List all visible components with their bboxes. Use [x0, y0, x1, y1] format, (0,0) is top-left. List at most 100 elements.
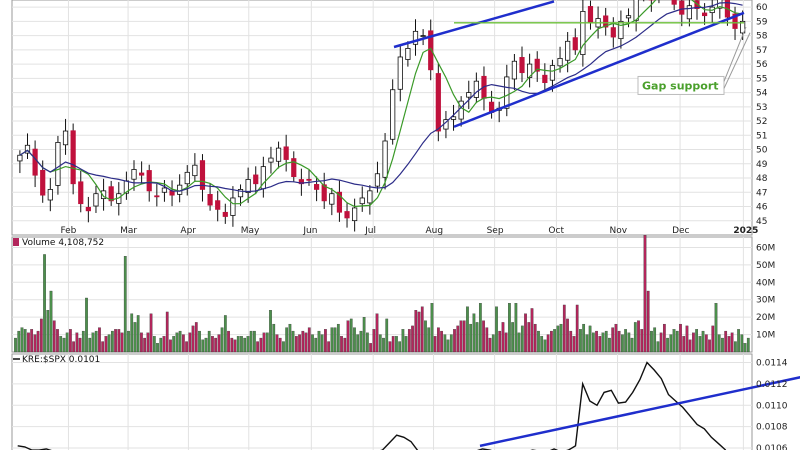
volume-bar [146, 332, 150, 353]
volume-bar [734, 341, 737, 353]
volume-bar [169, 339, 172, 353]
volume-bar [159, 337, 163, 353]
volume-bar [404, 336, 408, 353]
volume-bar [556, 325, 560, 353]
volume-bar [420, 306, 424, 353]
candle [450, 104, 457, 131]
volume-bar [182, 334, 185, 353]
volume-bar [688, 339, 692, 353]
volume-bar [249, 330, 253, 353]
candle-body-down [572, 37, 578, 51]
volume-bar [120, 332, 124, 353]
price-tick-label: 60 [756, 3, 768, 13]
candle-body-down [313, 184, 320, 190]
volume-bar [110, 330, 114, 353]
volume-bar [291, 330, 295, 353]
volume-bar [459, 320, 463, 353]
volume-bar [456, 325, 460, 353]
volume-bar [650, 330, 653, 353]
volume-bar [382, 337, 385, 353]
volume-bar [398, 341, 402, 353]
volume-bar [524, 313, 527, 353]
volume-bar [388, 341, 392, 353]
candle-body-down [199, 160, 206, 190]
ratio-tick-label: 0.0114 [756, 359, 788, 369]
candle [534, 51, 540, 82]
candle [390, 79, 396, 145]
candle [504, 64, 510, 117]
candle [679, 0, 685, 27]
candle-body-up [511, 60, 518, 80]
volume-bar [127, 330, 130, 353]
volume-bar [633, 322, 637, 353]
candle-body-up [359, 197, 365, 205]
candle [139, 161, 145, 184]
volume-bar [198, 330, 201, 353]
volume-bar [81, 330, 85, 353]
volume-bar [343, 337, 347, 353]
volume-bar [140, 332, 143, 353]
volume-bar [501, 322, 505, 353]
volume-bar [78, 337, 82, 353]
volume-bar [743, 343, 747, 353]
volume-bar [462, 320, 466, 353]
volume-bar [617, 330, 621, 353]
candle-body-up [473, 80, 479, 98]
volume-tick-label: 50M [756, 261, 775, 271]
volume-bar [378, 334, 382, 353]
volume-tick-label: 20M [756, 313, 775, 323]
candle [62, 118, 69, 155]
volume-bar [123, 256, 127, 353]
candle-body-down [298, 179, 304, 185]
ratio-legend: KRE:$SPX 0.0101 [22, 355, 100, 365]
volume-bar [740, 334, 744, 353]
volume-bar [327, 341, 331, 353]
candle-body-up [686, 5, 692, 20]
volume-bar [43, 254, 46, 353]
volume-bar [101, 341, 105, 353]
volume-bar [643, 235, 647, 353]
candle [565, 32, 571, 73]
price-panel-frame [11, 0, 753, 236]
volume-bar [359, 330, 363, 353]
candle [329, 187, 335, 216]
volume-bar [243, 337, 247, 353]
volume-bar [227, 330, 230, 353]
gap-support-label: Gap support [642, 79, 719, 92]
candle-body-down [587, 6, 594, 24]
candle-body-up [131, 169, 137, 180]
price-tick-label: 52 [756, 117, 767, 127]
candle-body-up [565, 40, 571, 61]
candle-body-down [321, 184, 327, 202]
candle [344, 202, 350, 228]
candle-body-up [268, 157, 274, 163]
candle-body-up [93, 193, 99, 207]
volume-bar [49, 290, 53, 353]
volume-bar [385, 318, 389, 353]
candle [519, 46, 525, 83]
candle [717, 0, 723, 19]
volume-bar [375, 313, 379, 353]
candle [603, 7, 609, 36]
ratio-tick-label: 0.0112 [756, 380, 788, 390]
volume-bar [440, 330, 443, 353]
volume-bar [194, 322, 198, 353]
candle [618, 10, 624, 49]
volume-bar [59, 336, 63, 353]
candle [382, 133, 388, 190]
volume-bar [233, 339, 237, 353]
candle-body-down [283, 146, 289, 160]
volume-bar [621, 334, 624, 353]
candle [154, 183, 160, 207]
volume-bar [430, 303, 434, 353]
price-tick-label: 59 [756, 17, 768, 27]
volume-bar [320, 334, 324, 353]
volume-bar [591, 332, 595, 353]
volume-bar [46, 310, 50, 353]
volume-bar [259, 337, 263, 353]
price-tick-label: 54 [756, 89, 768, 99]
volume-bar [679, 323, 682, 353]
volume-bar [540, 336, 544, 353]
candle [184, 165, 190, 196]
volume-bar [704, 334, 708, 353]
